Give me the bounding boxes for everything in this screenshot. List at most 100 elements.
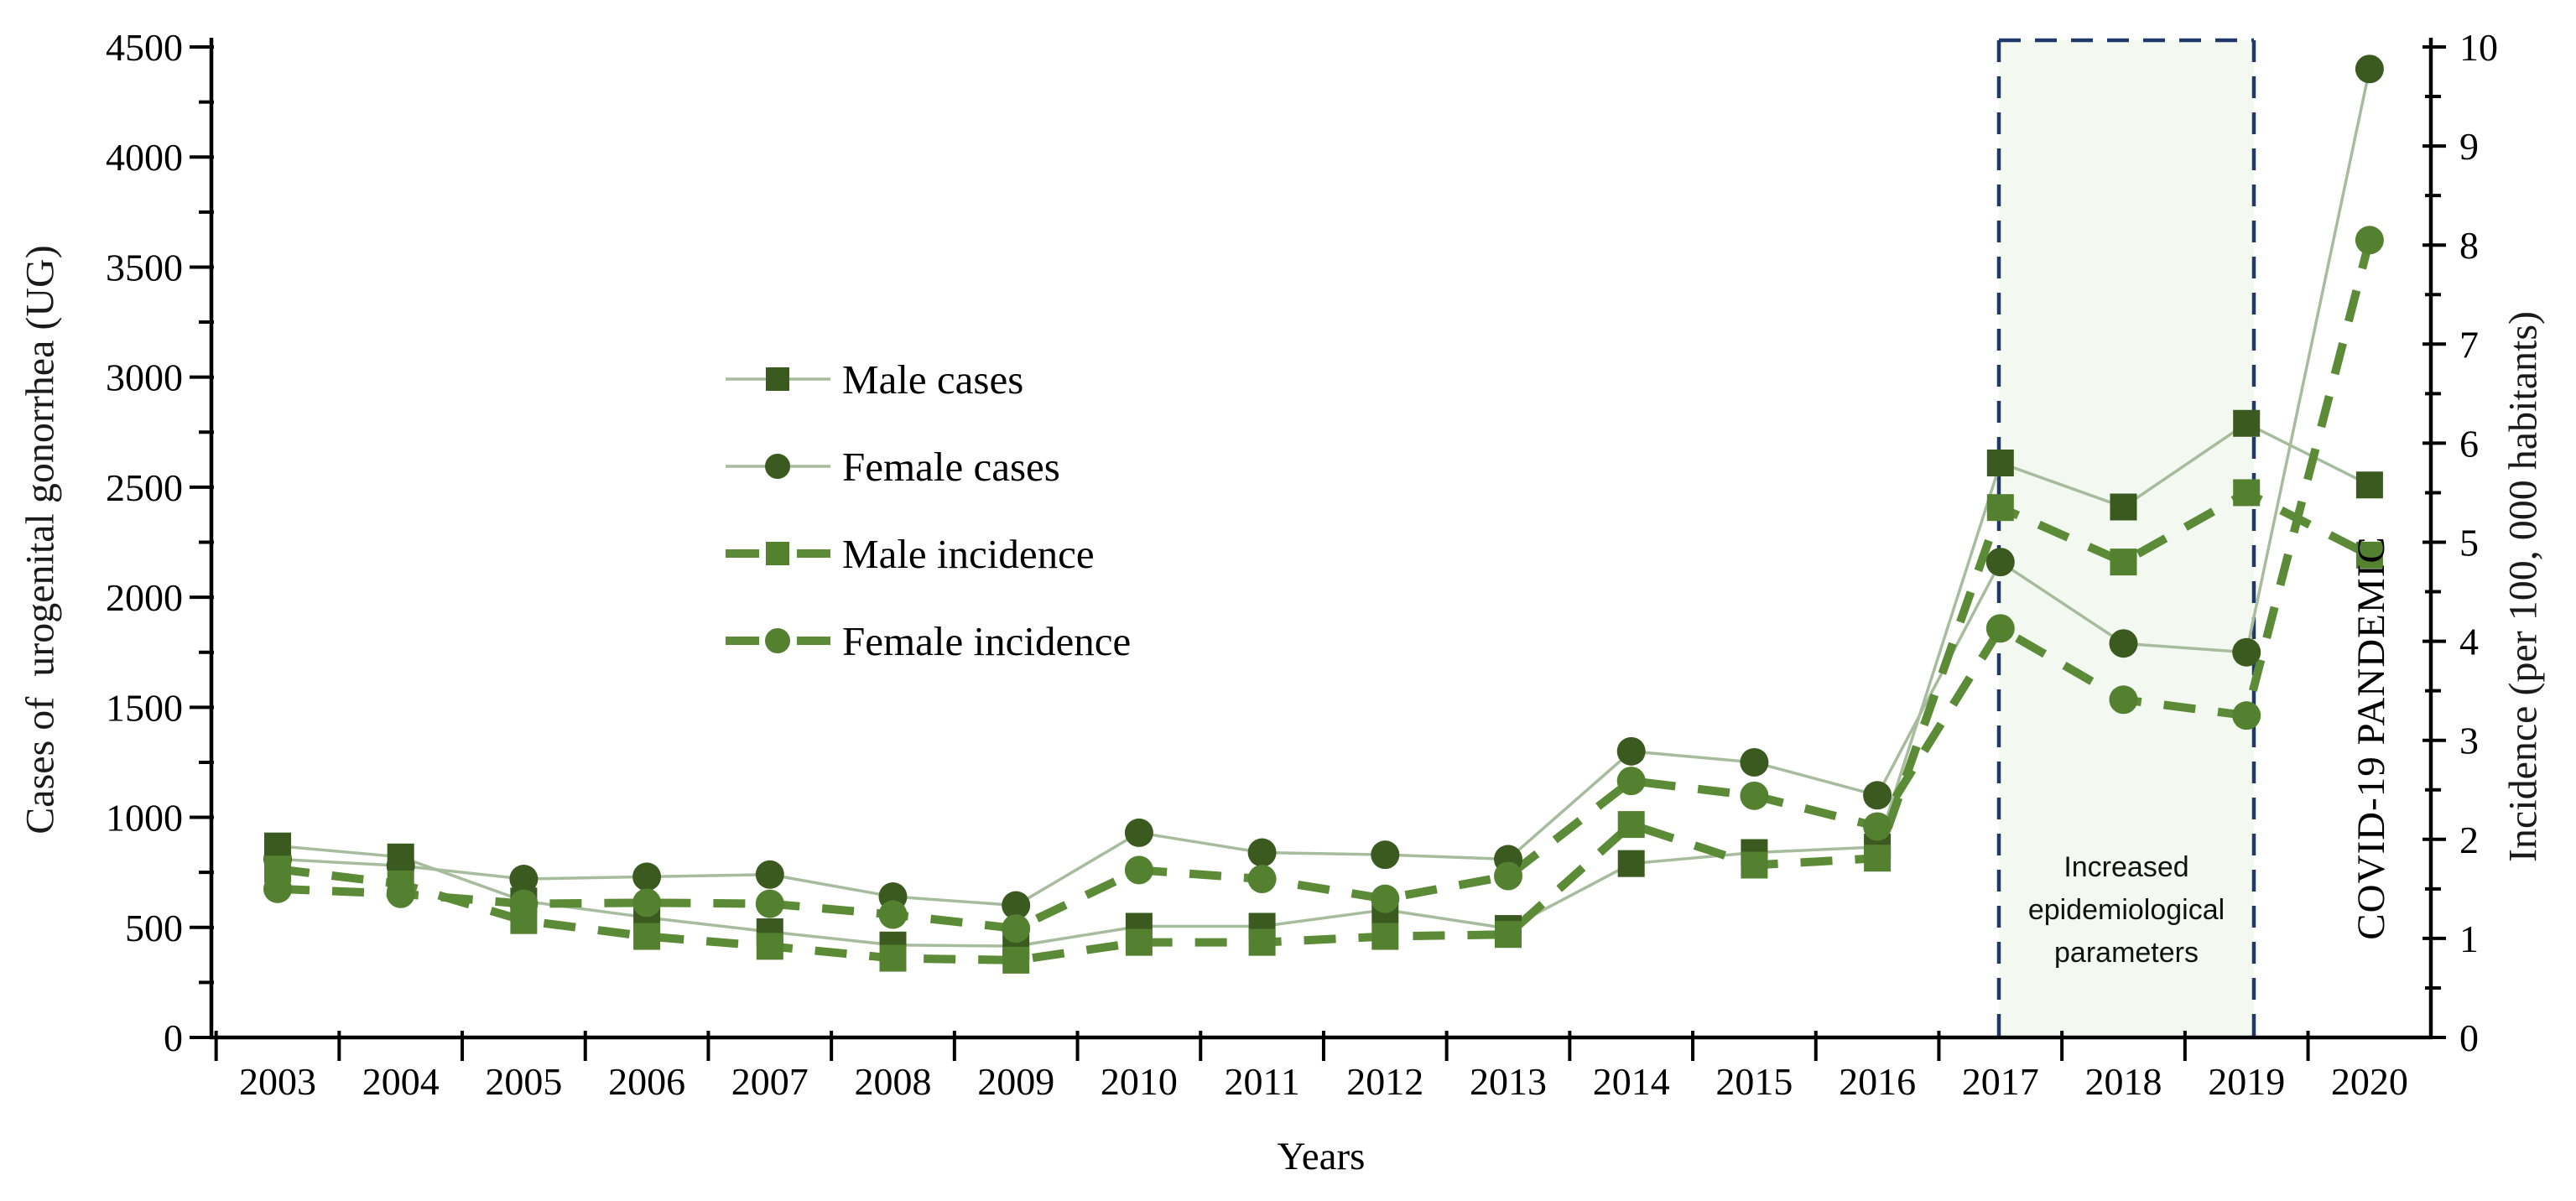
male-incidence-marker: [633, 923, 661, 950]
male-incidence-marker: [2355, 541, 2383, 569]
legend-label: Female incidence: [842, 617, 1132, 664]
x-axis-year-label: 2004: [362, 1060, 440, 1103]
x-axis-year-label: 2005: [485, 1060, 562, 1103]
covid-pandemic-label: COVID-19 PANDEMIC: [2350, 536, 2393, 940]
legend-label: Male cases: [842, 356, 1024, 403]
female-incidence-marker: [1740, 781, 1769, 810]
right-axis-title: Incidence (per 100, 000 habitants): [2501, 310, 2546, 863]
right-axis-tick-label: 6: [2459, 422, 2479, 465]
male-incidence-legend-marker-icon: [726, 542, 830, 565]
left-axis-tick-label: 500: [125, 907, 183, 949]
x-axis-year-label: 2008: [855, 1060, 932, 1103]
female-incidence-marker: [1247, 865, 1277, 894]
region-annotation-line: Increased: [2063, 851, 2189, 883]
female-incidence-marker: [632, 888, 662, 918]
left-axis-tick-label: 1000: [106, 797, 183, 840]
right-axis-tick-label: 8: [2459, 224, 2479, 267]
female-cases-marker: [1616, 736, 1646, 766]
female-incidence-marker: [1371, 884, 1400, 913]
left-axis-tick-label: 3000: [106, 356, 183, 399]
male-incidence-marker: [1864, 845, 1892, 872]
male-incidence-line: [277, 487, 2372, 964]
female-cases-marker: [2355, 55, 2384, 84]
left-axis-tick-label: 1500: [106, 686, 183, 729]
male-incidence-marker: [756, 933, 783, 960]
x-axis-year-label: 2006: [608, 1060, 685, 1103]
male-cases-marker: [1617, 850, 1645, 877]
female-cases-marker: [755, 860, 784, 889]
male-cases-marker: [1986, 450, 2014, 477]
female-incidence-marker: [263, 874, 292, 903]
female-cases-marker: [1740, 747, 1769, 777]
female-cases-marker: [509, 865, 539, 894]
legend-item-female-cases: Female cases: [726, 423, 1131, 510]
x-axis-title: Years: [1277, 1135, 1366, 1178]
x-axis-year-label: 2017: [1962, 1060, 2039, 1103]
female-cases-marker: [632, 862, 662, 892]
female-cases-marker: [1863, 781, 1892, 810]
male-incidence-marker: [1495, 921, 1522, 949]
female-cases-marker: [1124, 818, 1153, 847]
male-incidence-marker: [1002, 946, 1030, 974]
female-cases-marker: [1002, 891, 1031, 920]
male-incidence-marker: [2233, 479, 2261, 507]
female-cases-marker: [1371, 840, 1400, 870]
female-cases-marker: [1247, 838, 1277, 867]
female-incidence-marker: [1494, 861, 1522, 891]
male-incidence-marker: [1741, 851, 1768, 879]
x-axis-year-label: 2007: [731, 1060, 809, 1103]
left-axis-tick-label: 2000: [106, 576, 183, 619]
female-incidence-marker: [1985, 614, 2015, 643]
female-cases-line: [277, 68, 2371, 907]
region-annotation-line: parameters: [2054, 937, 2199, 969]
region-annotation: Increased epidemiological parameters: [1959, 846, 2294, 975]
legend: Male cases Female cases Male incidence F…: [726, 335, 1131, 684]
x-axis-year-label: 2014: [1593, 1060, 1670, 1103]
x-axis-year-label: 2012: [1346, 1060, 1423, 1103]
right-axis-tick-label: 7: [2459, 323, 2479, 366]
x-axis-year-label: 2013: [1470, 1060, 1547, 1103]
male-incidence-marker: [1125, 928, 1153, 956]
legend-item-male-incidence: Male incidence: [726, 510, 1131, 597]
legend-item-female-incidence: Female incidence: [726, 597, 1131, 684]
male-incidence-marker: [879, 944, 907, 972]
female-incidence-legend-marker-icon: [726, 628, 830, 653]
female-incidence-marker: [1863, 812, 1892, 841]
x-axis-year-label: 2016: [1839, 1060, 1916, 1103]
x-axis-year-label: 2020: [2331, 1060, 2408, 1103]
male-incidence-marker: [1986, 494, 2014, 522]
x-axis-year-label: 2011: [1224, 1060, 1299, 1103]
highlight-region: [1999, 40, 2254, 1037]
left-axis-tick-label: 4500: [106, 26, 183, 69]
x-axis-year-label: 2018: [2085, 1060, 2162, 1103]
male-cases-legend-marker-icon: [726, 367, 830, 391]
female-incidence-marker: [1124, 855, 1153, 885]
right-axis-tick-label: 4: [2459, 621, 2479, 663]
right-axis-tick-label: 3: [2459, 720, 2479, 762]
left-axis-title: Cases of urogenital gonorrhea (UG): [18, 245, 63, 834]
male-cases-marker: [2233, 409, 2261, 437]
female-incidence-marker: [386, 879, 415, 908]
female-incidence-marker: [1002, 914, 1031, 944]
right-axis-tick-label: 0: [2459, 1016, 2479, 1059]
region-annotation-line: epidemiological: [2027, 894, 2225, 926]
female-incidence-marker: [509, 889, 539, 918]
female-incidence-line: [277, 239, 2374, 933]
male-incidence-marker: [1248, 928, 1276, 956]
female-incidence-marker: [878, 900, 908, 929]
female-cases-legend-marker-icon: [726, 454, 830, 479]
female-cases-marker: [2232, 637, 2261, 667]
female-incidence-marker: [1616, 767, 1646, 796]
female-cases-marker: [1985, 548, 2015, 577]
x-axis-year-label: 2019: [2208, 1060, 2285, 1103]
right-axis-tick-label: 2: [2459, 819, 2479, 861]
right-axis-tick-label: 5: [2459, 522, 2479, 564]
male-cases-marker: [2110, 493, 2137, 521]
x-axis-year-label: 2015: [1715, 1060, 1793, 1103]
legend-item-male-cases: Male cases: [726, 335, 1131, 423]
x-axis-year-label: 2010: [1101, 1060, 1178, 1103]
right-axis-tick-label: 9: [2459, 125, 2479, 168]
female-incidence-marker: [755, 889, 784, 918]
right-axis-tick-label: 10: [2459, 26, 2498, 69]
